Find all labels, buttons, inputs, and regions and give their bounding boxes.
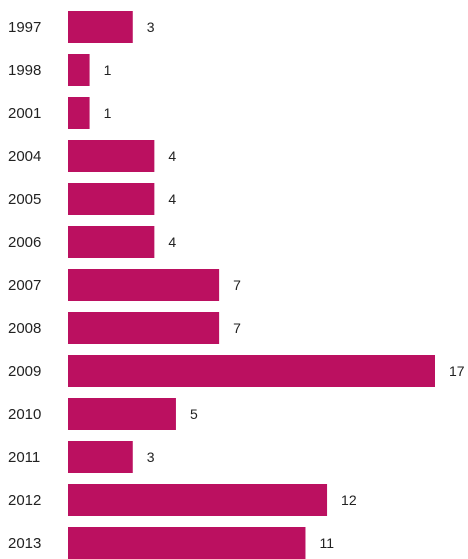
category-label-2004: 2004 (8, 148, 41, 165)
value-label-2013: 11 (319, 535, 334, 551)
value-label-1998: 1 (104, 62, 112, 78)
bar-2004 (68, 140, 155, 172)
category-label-2001: 2001 (8, 105, 41, 122)
value-label-1997: 3 (147, 19, 155, 35)
category-label-2013: 2013 (8, 535, 41, 552)
value-label-2011: 3 (147, 449, 155, 465)
value-label-2001: 1 (104, 105, 112, 121)
bar-2010 (68, 398, 176, 430)
bar-2005 (68, 183, 155, 215)
value-label-2012: 12 (341, 492, 357, 508)
category-label-2011: 2011 (8, 449, 40, 466)
bar-1998 (68, 54, 90, 86)
category-label-1997: 1997 (8, 19, 41, 36)
bar-2012 (68, 484, 328, 516)
bar-2011 (68, 441, 133, 473)
value-label-2010: 5 (190, 406, 198, 422)
bar-2013 (68, 527, 306, 559)
bar-2008 (68, 312, 220, 344)
category-label-2010: 2010 (8, 406, 41, 423)
bar-2006 (68, 226, 155, 258)
category-label-2008: 2008 (8, 320, 41, 337)
bar-2007 (68, 269, 220, 301)
category-label-2006: 2006 (8, 234, 41, 251)
value-label-2008: 7 (233, 320, 241, 336)
value-label-2009: 17 (449, 363, 465, 379)
value-label-2005: 4 (168, 191, 176, 207)
value-label-2007: 7 (233, 277, 241, 293)
value-label-2006: 4 (168, 234, 176, 250)
category-label-2012: 2012 (8, 492, 41, 509)
value-label-2004: 4 (168, 148, 176, 164)
bar-2009 (68, 355, 435, 387)
category-label-1998: 1998 (8, 62, 41, 79)
category-label-2007: 2007 (8, 277, 41, 294)
category-label-2005: 2005 (8, 191, 41, 208)
bar-2001 (68, 97, 90, 129)
category-label-2009: 2009 (8, 363, 41, 380)
bar-1997 (68, 11, 133, 43)
